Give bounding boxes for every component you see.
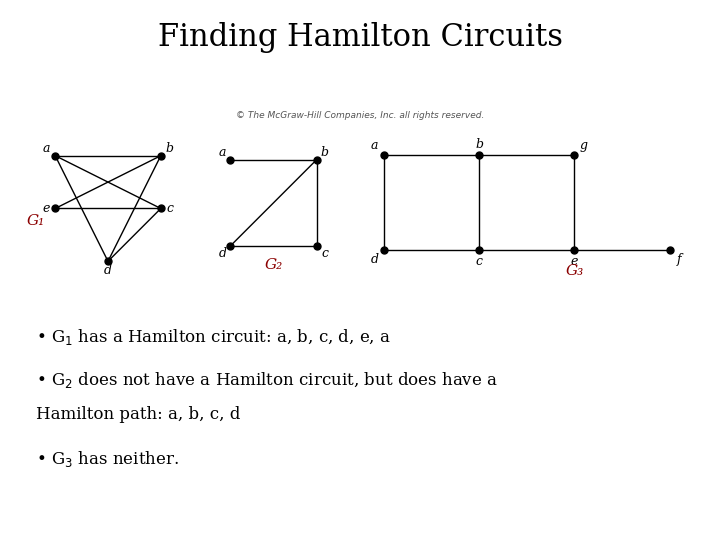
Text: d: d: [104, 264, 112, 278]
Text: d: d: [219, 247, 227, 260]
Text: e: e: [42, 202, 50, 215]
Text: c: c: [167, 202, 174, 215]
Text: • G$_1$ has a Hamilton circuit: a, b, c, d, e, a: • G$_1$ has a Hamilton circuit: a, b, c,…: [36, 327, 391, 347]
Text: G₁: G₁: [27, 214, 45, 228]
Text: G₂: G₂: [264, 258, 283, 272]
Text: b: b: [475, 138, 483, 152]
Text: • G$_3$ has neither.: • G$_3$ has neither.: [36, 449, 179, 469]
Text: g: g: [580, 139, 588, 152]
Text: G₃: G₃: [565, 264, 584, 278]
Text: a: a: [219, 146, 226, 159]
Text: Hamilton path: a, b, c, d: Hamilton path: a, b, c, d: [36, 406, 240, 423]
Text: c: c: [321, 247, 328, 260]
Text: © The McGraw-Hill Companies, Inc. all rights reserved.: © The McGraw-Hill Companies, Inc. all ri…: [236, 111, 484, 120]
Text: b: b: [320, 146, 328, 159]
Text: a: a: [43, 142, 50, 155]
Text: Finding Hamilton Circuits: Finding Hamilton Circuits: [158, 22, 562, 52]
Text: c: c: [476, 255, 482, 268]
Text: • G$_2$ does not have a Hamilton circuit, but does have a: • G$_2$ does not have a Hamilton circuit…: [36, 370, 498, 390]
Text: f: f: [677, 253, 682, 266]
Text: b: b: [166, 142, 174, 155]
Text: a: a: [371, 139, 378, 152]
Text: e: e: [571, 255, 578, 268]
Text: d: d: [370, 253, 378, 266]
